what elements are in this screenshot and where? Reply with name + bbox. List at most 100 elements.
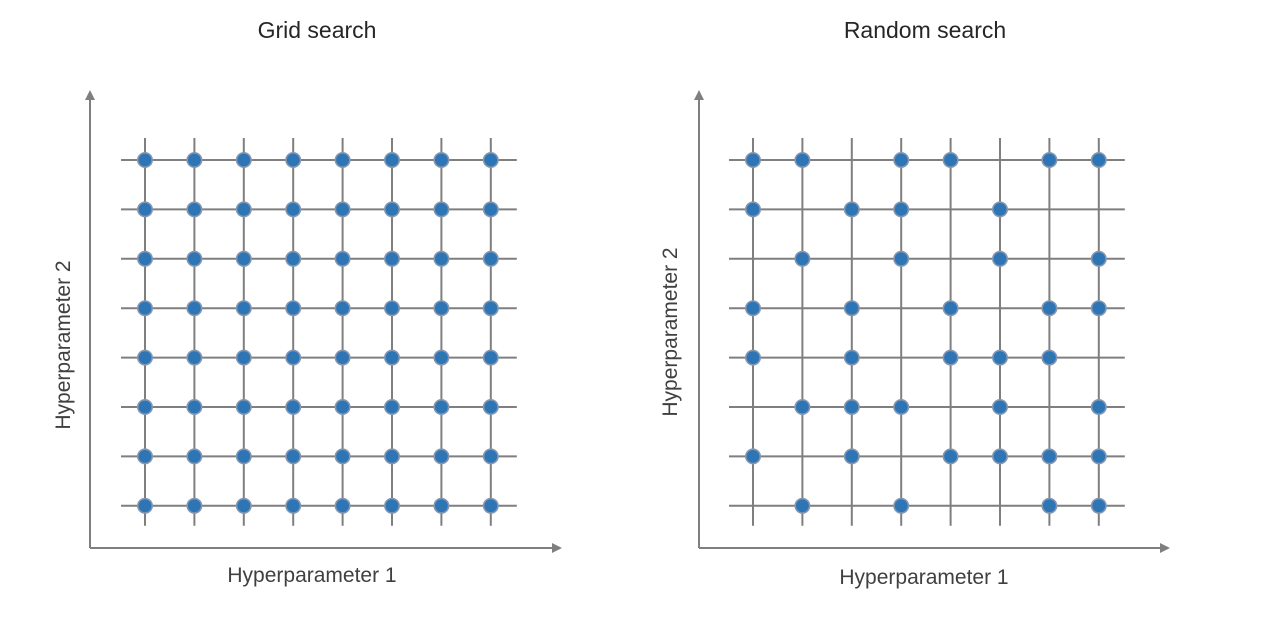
sample-point (334, 497, 351, 514)
sample-point (843, 398, 860, 415)
sample-point (383, 497, 400, 514)
sample-point (433, 250, 450, 267)
sample-point (991, 250, 1008, 267)
sample-point (383, 201, 400, 218)
sample-point (843, 349, 860, 366)
sample-point (186, 497, 203, 514)
x-axis-label: Hyperparameter 1 (839, 566, 1008, 589)
sample-point (1041, 349, 1058, 366)
sample-point (235, 300, 252, 317)
sample-points (137, 152, 499, 514)
sample-point (991, 201, 1008, 218)
sample-point (383, 152, 400, 169)
sample-point (744, 349, 761, 366)
y-axis-label: Hyperparameter 2 (659, 247, 682, 416)
x-axis-arrow-icon (1160, 543, 1170, 553)
sample-point (186, 201, 203, 218)
sample-point (1041, 152, 1058, 169)
sample-point (334, 349, 351, 366)
sample-point (433, 201, 450, 218)
sample-point (893, 398, 910, 415)
sample-point (285, 300, 302, 317)
sample-point (991, 398, 1008, 415)
sample-point (137, 250, 154, 267)
x-axis-label: Hyperparameter 1 (227, 564, 396, 587)
grid-lines (121, 138, 517, 526)
sample-point (942, 300, 959, 317)
sample-point (843, 448, 860, 465)
sample-point (991, 448, 1008, 465)
sample-point (334, 201, 351, 218)
sample-point (285, 349, 302, 366)
sample-point (1090, 250, 1107, 267)
sample-point (433, 497, 450, 514)
sample-point (1090, 448, 1107, 465)
sample-point (1041, 300, 1058, 317)
sample-point (744, 300, 761, 317)
y-axis-arrow-icon (694, 90, 704, 100)
sample-point (334, 250, 351, 267)
sample-point (1090, 497, 1107, 514)
axes (694, 90, 1170, 553)
y-axis-arrow-icon (85, 90, 95, 100)
sample-point (235, 349, 252, 366)
sample-point (482, 398, 499, 415)
sample-point (235, 497, 252, 514)
sample-point (942, 349, 959, 366)
sample-point (334, 398, 351, 415)
sample-point (744, 448, 761, 465)
sample-point (893, 152, 910, 169)
y-axis-label: Hyperparameter 2 (52, 260, 75, 429)
sample-point (1041, 497, 1058, 514)
sample-point (383, 300, 400, 317)
axes (85, 90, 562, 553)
sample-point (137, 300, 154, 317)
sample-point (334, 300, 351, 317)
sample-point (285, 152, 302, 169)
sample-point (285, 497, 302, 514)
sample-point (137, 201, 154, 218)
sample-points (744, 152, 1107, 514)
sample-point (186, 300, 203, 317)
sample-point (744, 201, 761, 218)
x-axis-arrow-icon (552, 543, 562, 553)
sample-point (383, 448, 400, 465)
grid-lines (729, 138, 1125, 526)
sample-point (1090, 300, 1107, 317)
sample-point (433, 300, 450, 317)
sample-point (235, 448, 252, 465)
sample-point (186, 152, 203, 169)
sample-point (433, 398, 450, 415)
sample-point (186, 349, 203, 366)
sample-point (482, 152, 499, 169)
sample-point (285, 201, 302, 218)
sample-point (137, 398, 154, 415)
sample-point (285, 250, 302, 267)
sample-point (383, 349, 400, 366)
sample-point (383, 250, 400, 267)
sample-point (482, 201, 499, 218)
grid-search-panel: Grid search Hyperparameter 1 Hyperparame… (52, 17, 562, 587)
sample-point (137, 497, 154, 514)
sample-point (285, 448, 302, 465)
sample-point (433, 349, 450, 366)
sample-point (137, 448, 154, 465)
sample-point (482, 300, 499, 317)
sample-point (794, 497, 811, 514)
sample-point (433, 152, 450, 169)
sample-point (991, 349, 1008, 366)
sample-point (235, 250, 252, 267)
sample-point (1041, 448, 1058, 465)
panel-title: Random search (844, 17, 1006, 43)
sample-point (235, 201, 252, 218)
sample-point (843, 300, 860, 317)
sample-point (334, 448, 351, 465)
sample-point (137, 349, 154, 366)
sample-point (1090, 398, 1107, 415)
sample-point (482, 497, 499, 514)
panel-title: Grid search (258, 17, 377, 43)
sample-point (942, 448, 959, 465)
sample-point (893, 201, 910, 218)
sample-point (235, 152, 252, 169)
